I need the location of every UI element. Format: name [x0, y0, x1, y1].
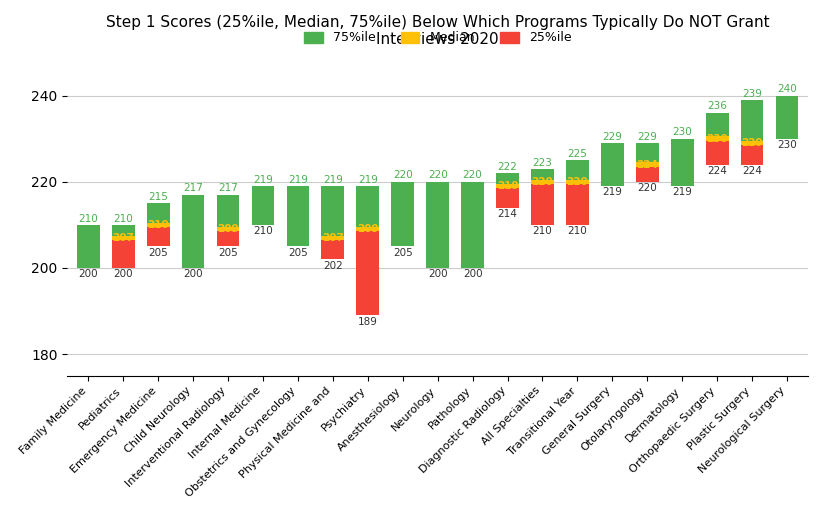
Bar	[112, 235, 135, 240]
Text: 219: 219	[497, 181, 518, 191]
Text: 219: 219	[253, 175, 273, 185]
Bar	[426, 182, 449, 268]
Text: 222: 222	[498, 162, 518, 172]
Text: 210: 210	[253, 226, 273, 236]
Text: 219: 219	[323, 175, 342, 185]
Text: 200: 200	[184, 269, 203, 279]
Bar	[601, 143, 624, 186]
Text: 223: 223	[532, 157, 552, 168]
Text: 200: 200	[114, 269, 133, 279]
Bar	[496, 186, 518, 208]
Bar	[531, 179, 554, 184]
Text: 210: 210	[114, 213, 133, 224]
Text: 219: 219	[602, 187, 622, 197]
Text: 210: 210	[78, 213, 98, 224]
Text: 205: 205	[218, 248, 238, 258]
Bar	[146, 223, 170, 227]
Text: 220: 220	[463, 171, 482, 180]
Title: Step 1 Scores (25%ile, Median, 75%ile) Below Which Programs Typically Do NOT Gra: Step 1 Scores (25%ile, Median, 75%ile) B…	[106, 15, 770, 47]
Bar	[566, 182, 588, 225]
Text: 240: 240	[777, 84, 797, 94]
Bar	[636, 162, 658, 167]
Text: 202: 202	[323, 261, 342, 270]
Bar	[112, 238, 135, 268]
Text: 215: 215	[148, 192, 168, 202]
Text: 219: 219	[358, 175, 378, 185]
Bar	[356, 229, 379, 316]
Bar	[356, 227, 379, 231]
Text: 200: 200	[463, 269, 482, 279]
Text: 205: 205	[148, 248, 168, 258]
Text: 219: 219	[672, 187, 692, 197]
Bar	[216, 227, 239, 231]
Bar	[531, 169, 554, 182]
Bar	[741, 100, 764, 143]
Text: 230: 230	[672, 127, 692, 137]
Bar	[322, 238, 344, 260]
Bar	[286, 186, 309, 246]
Bar	[531, 182, 554, 225]
Bar	[146, 225, 170, 246]
Bar	[77, 225, 100, 268]
Text: 210: 210	[147, 220, 169, 230]
Bar	[706, 113, 728, 139]
Text: 230: 230	[706, 134, 728, 143]
Bar	[706, 139, 728, 164]
Bar	[741, 143, 764, 164]
Text: 220: 220	[428, 171, 448, 180]
Text: 224: 224	[742, 166, 762, 176]
Bar	[671, 139, 694, 186]
Text: 205: 205	[288, 248, 308, 258]
Bar	[636, 143, 658, 164]
Text: 229: 229	[742, 138, 763, 148]
Bar	[741, 141, 764, 145]
Text: 224: 224	[707, 166, 727, 176]
Bar	[461, 182, 484, 268]
Bar	[252, 186, 274, 225]
Text: 220: 220	[393, 171, 412, 180]
Text: 229: 229	[602, 132, 622, 142]
Text: 229: 229	[637, 132, 658, 142]
Text: 239: 239	[742, 88, 762, 99]
Text: 207: 207	[112, 233, 134, 243]
Bar	[392, 182, 414, 246]
Text: 217: 217	[184, 183, 203, 193]
Bar	[356, 186, 379, 229]
Text: 200: 200	[78, 269, 98, 279]
Text: 217: 217	[218, 183, 238, 193]
Bar	[566, 160, 588, 182]
Text: 210: 210	[568, 226, 588, 236]
Text: 236: 236	[707, 101, 727, 112]
Bar	[706, 137, 728, 141]
Text: 225: 225	[568, 149, 588, 159]
Text: 214: 214	[498, 209, 518, 219]
Text: 207: 207	[322, 233, 344, 243]
Bar	[182, 195, 204, 268]
Bar	[146, 204, 170, 225]
Text: 210: 210	[532, 226, 552, 236]
Text: 219: 219	[288, 175, 308, 185]
Bar	[636, 164, 658, 182]
Text: 209: 209	[217, 224, 239, 234]
Bar	[112, 225, 135, 238]
Bar	[496, 173, 518, 186]
Bar	[216, 229, 239, 246]
Bar	[496, 184, 518, 188]
Text: 205: 205	[393, 248, 412, 258]
Text: 189: 189	[358, 317, 378, 327]
Text: 224: 224	[636, 159, 658, 170]
Bar	[322, 235, 344, 240]
Bar	[776, 96, 798, 139]
Bar	[322, 186, 344, 238]
Text: 220: 220	[566, 177, 588, 187]
Legend: 75%ile, Median, 25%ile: 75%ile, Median, 25%ile	[299, 26, 576, 49]
Bar	[216, 195, 239, 229]
Bar	[566, 179, 588, 184]
Text: 230: 230	[777, 140, 797, 150]
Text: 220: 220	[637, 183, 657, 193]
Text: 209: 209	[357, 224, 379, 234]
Text: 220: 220	[532, 177, 553, 187]
Text: 200: 200	[428, 269, 448, 279]
